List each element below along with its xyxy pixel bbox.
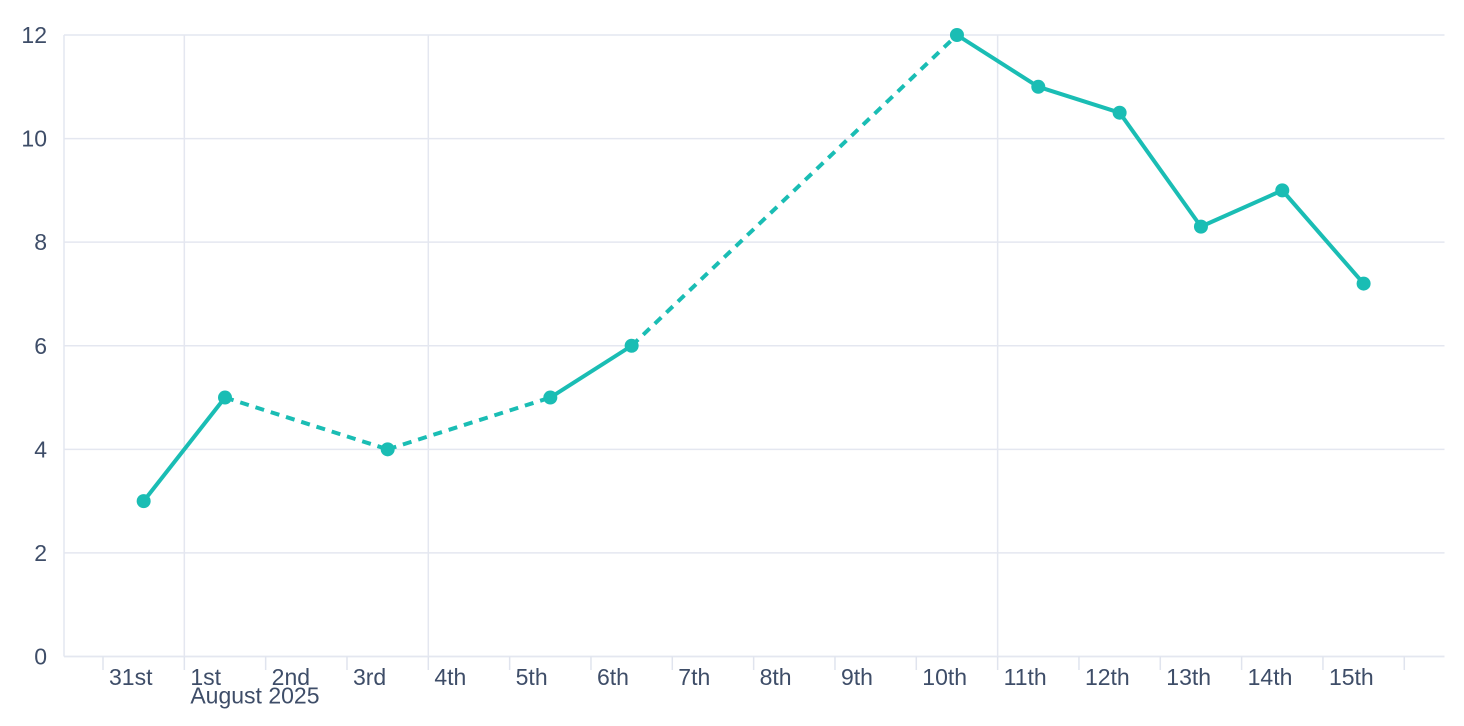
data-point[interactable] [1193,219,1208,234]
x-tick-label: 15th [1329,664,1374,690]
series-segment-solid [549,344,633,400]
series-segment-dashed [224,395,389,452]
x-tick-label: 31st [109,664,153,690]
x-tick-label: 11th [1004,664,1047,690]
data-point[interactable] [1275,183,1290,198]
y-tick-label: 8 [34,229,47,255]
x-tick-label: 6th [597,664,629,690]
y-tick-label: 0 [34,644,47,670]
x-tick-label: 13th [1166,664,1211,690]
y-tick-label: 10 [21,126,47,152]
y-tick-label: 2 [34,540,47,566]
x-tick-label: 9th [841,664,873,690]
data-point[interactable] [136,494,151,509]
data-point[interactable] [380,442,395,457]
x-tick-label: 5th [516,664,548,690]
data-point[interactable] [217,390,232,405]
series-segment-solid [1117,111,1203,228]
x-tick-label: 2nd [272,664,310,690]
y-tick-label: 4 [34,436,47,462]
data-point[interactable] [624,338,639,353]
series-segment-dashed [630,33,959,348]
y-tick-label: 12 [21,22,47,48]
series-segment-solid [142,396,227,503]
x-tick-label: 7th [678,664,710,690]
data-point[interactable] [543,390,558,405]
series-segment-solid [955,33,1040,89]
x-tick-label: 10th [922,664,967,690]
x-tick-label: 12th [1085,664,1130,690]
data-point[interactable] [1356,276,1371,291]
x-tick-label: 4th [434,664,466,690]
x-tick-label: 1st [190,664,221,690]
series-segment-solid [1280,189,1366,285]
series-segment-solid [1200,188,1284,229]
series-segment-dashed [387,395,551,452]
series-segment-solid [1037,84,1121,115]
data-point[interactable] [949,28,964,42]
x-tick-label: 8th [760,664,792,690]
data-point[interactable] [1112,105,1127,120]
y-tick-label: 6 [34,333,47,359]
x-tick-label: 3rd [353,664,386,690]
x-tick-label: 14th [1248,664,1293,690]
data-point[interactable] [1031,79,1046,94]
x-axis-month-label: August 2025 [190,683,319,709]
